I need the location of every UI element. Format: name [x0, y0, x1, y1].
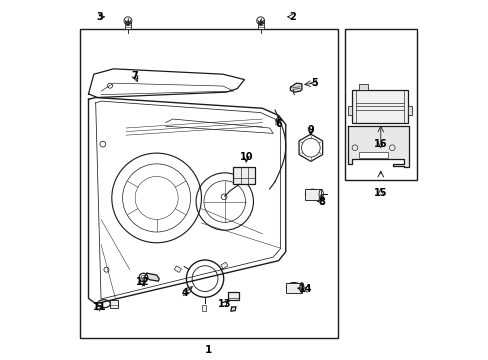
Polygon shape	[230, 307, 235, 311]
Text: 14: 14	[298, 284, 311, 294]
Text: 6: 6	[275, 120, 282, 129]
Text: 15: 15	[373, 188, 386, 198]
Text: 12: 12	[135, 277, 149, 287]
Text: 9: 9	[307, 125, 314, 135]
Bar	[257, 22, 263, 30]
Text: 13: 13	[218, 299, 231, 309]
Bar	[359, 84, 367, 90]
Bar	[228, 292, 239, 300]
Text: 7: 7	[131, 71, 138, 81]
Text: 4: 4	[182, 288, 188, 298]
Bar	[407, 107, 411, 116]
Bar	[351, 90, 407, 123]
Text: 10: 10	[239, 152, 252, 162]
Bar	[285, 283, 301, 293]
Text: 3: 3	[96, 12, 102, 22]
Bar	[202, 305, 206, 311]
Bar	[174, 266, 181, 273]
Text: 2: 2	[289, 12, 296, 22]
Polygon shape	[144, 273, 159, 281]
Text: 16: 16	[373, 139, 386, 149]
Text: 11: 11	[92, 302, 106, 312]
Bar	[344, 30, 416, 180]
Text: 8: 8	[318, 197, 325, 207]
Bar	[304, 189, 320, 200]
Bar	[80, 30, 337, 338]
Bar	[233, 167, 254, 184]
Bar	[125, 22, 131, 30]
Text: 5: 5	[310, 78, 317, 88]
Bar	[359, 152, 387, 158]
Polygon shape	[348, 126, 408, 167]
Bar	[347, 107, 351, 116]
Bar	[221, 262, 227, 269]
Polygon shape	[290, 83, 301, 92]
Text: 1: 1	[204, 345, 212, 355]
Bar	[109, 300, 117, 308]
